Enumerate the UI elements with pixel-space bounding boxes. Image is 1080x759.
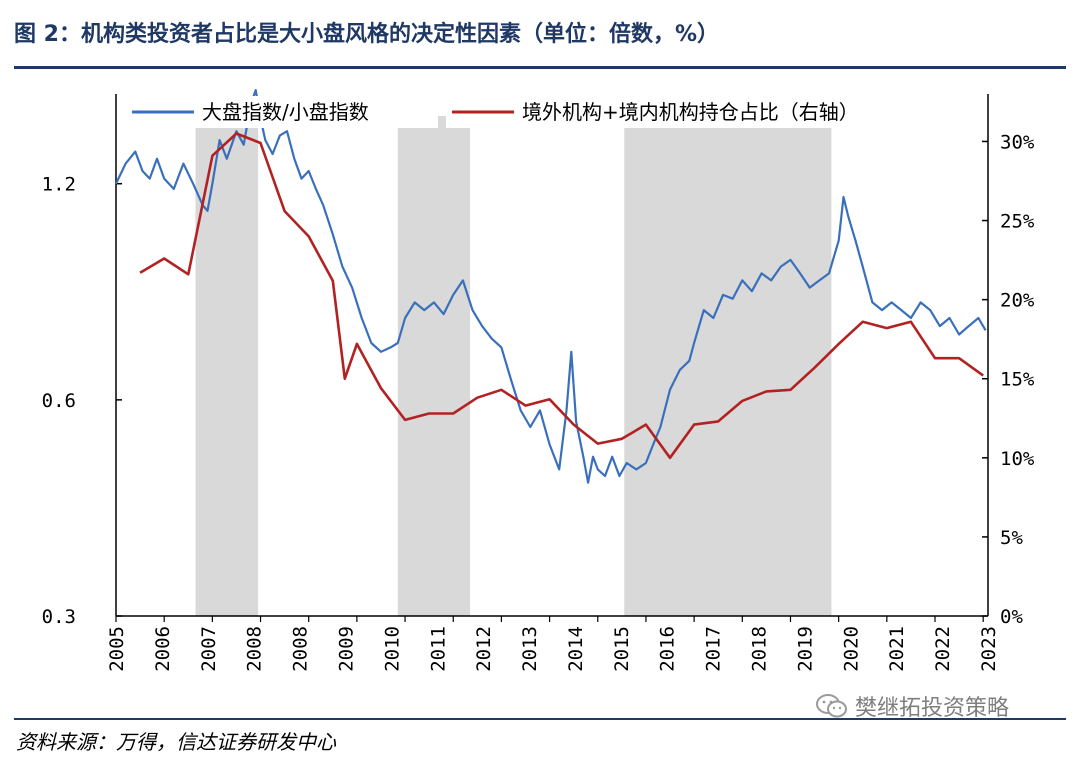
x-tick-label: 2018 [749,626,771,672]
x-tick-label: 2006 [152,626,174,672]
right-tick-label: 0% [1000,606,1023,628]
x-tick-label: 2012 [473,626,495,672]
x-tick-label: 2021 [886,626,908,672]
shaded-period-0 [195,116,259,616]
watermark-text: 樊继拓投资策略 [855,696,1010,721]
x-tick-label: 2013 [519,626,541,672]
source-note: 资料来源：万得，信达证券研发中心 [16,730,336,754]
x-tick-label: 2011 [427,626,449,672]
wechat-icon [816,694,847,718]
right-tick-label: 25% [1000,211,1035,233]
x-tick-label: 2023 [978,626,1000,672]
x-tick-label: 2019 [794,626,816,672]
shaded-period-2 [624,116,832,616]
title-rule [14,66,1066,69]
x-tick-label: 2010 [381,626,403,672]
watermark: 樊继拓投资策略 [815,690,1009,722]
left-tick-label: 0.3 [42,606,76,628]
x-tick-label: 2020 [840,626,862,672]
source-rule [14,718,1066,720]
left-tick-label: 1.2 [42,174,76,196]
legend-item-holding-label: 境外机构+境内机构持仓占比（右轴） [522,100,859,124]
x-tick-label: 2008 [290,626,312,672]
left-tick-label: 0.6 [42,390,76,412]
x-tick-label: 2008 [244,626,266,672]
legend-item-holding-bg [446,96,956,128]
axes: 0.3 0.6 1.2 0% 5% 10% 15% 20% 25% 30% 2005 2006 2007… [42,94,1035,672]
x-tick-label: 2015 [611,626,633,672]
x-tick-label: 2017 [703,626,725,672]
right-tick-label: 20% [1000,290,1035,312]
legend-item-ratio-label: 大盘指数/小盘指数 [202,100,369,124]
right-tick-label: 30% [1000,131,1035,153]
right-tick-label: 15% [1000,369,1035,391]
right-tick-label: 5% [1000,527,1023,549]
page-title: 图 2：机构类投资者占比是大小盘风格的决定性因素（单位：倍数，%） [14,22,720,47]
x-tick-label: 2005 [106,626,128,672]
legend: 大盘指数/小盘指数 境外机构+境内机构持仓占比（右轴） [126,96,956,128]
right-tick-label: 10% [1000,448,1035,470]
x-tick-label: 2022 [932,626,954,672]
shaded-periods [195,116,832,616]
shaded-period-1 [397,116,471,616]
x-tick-label: 2016 [657,626,679,672]
x-tick-label: 2009 [335,626,357,672]
x-tick-label: 2014 [565,626,587,672]
x-tick-label: 2007 [198,626,220,672]
series-line-holding [139,132,984,460]
